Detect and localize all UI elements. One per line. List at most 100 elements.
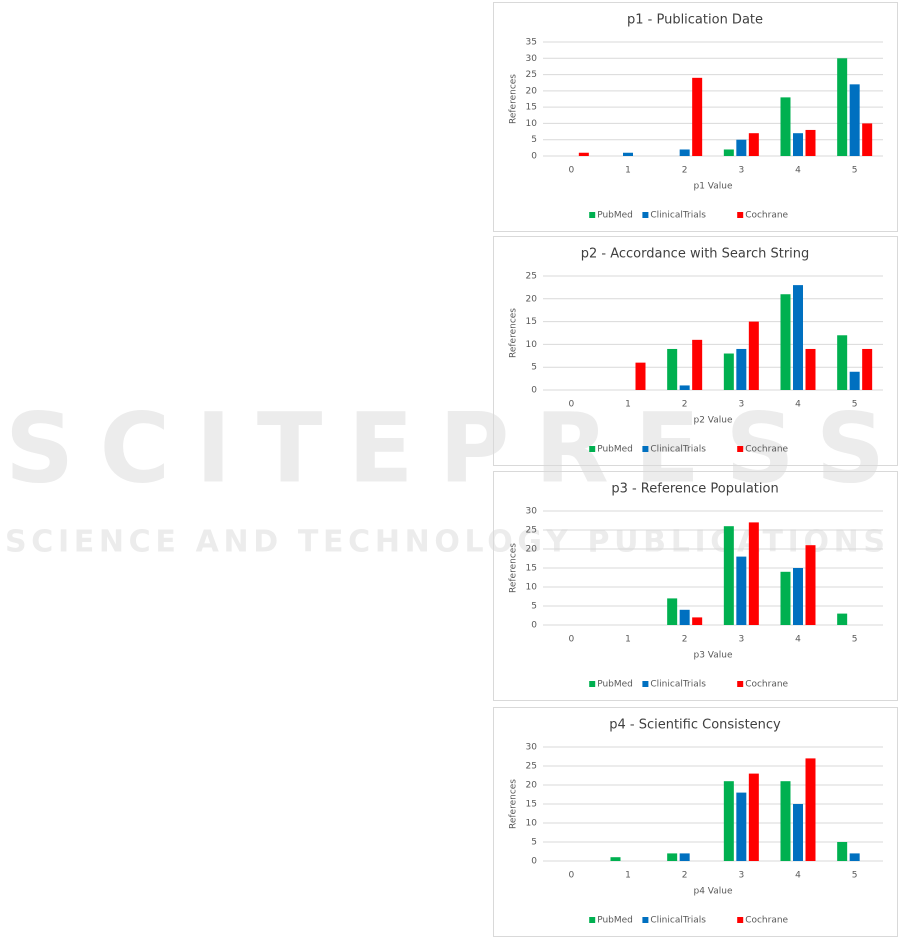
y-tick-label: 15 — [526, 103, 537, 113]
chart-title: p1 - Publication Date — [627, 13, 763, 28]
legend-label: PubMed — [597, 916, 633, 926]
x-tick-label: 0 — [568, 635, 574, 645]
legend-label: Cochrane — [745, 211, 788, 221]
x-tick-label: 5 — [852, 871, 858, 881]
bar — [635, 362, 646, 390]
x-tick-label: 2 — [682, 400, 688, 410]
y-tick-label: 0 — [531, 152, 537, 162]
y-axis-title: References — [509, 543, 519, 593]
bar — [780, 97, 791, 156]
bar — [667, 598, 678, 625]
x-tick-label: 2 — [682, 871, 688, 881]
legend-label: ClinicalTrials — [650, 916, 706, 926]
bar — [849, 853, 860, 861]
bar — [780, 571, 791, 625]
y-tick-label: 20 — [526, 86, 538, 96]
bar — [736, 139, 747, 156]
bar — [805, 545, 816, 625]
y-tick-label: 15 — [526, 564, 537, 574]
bar — [837, 613, 848, 625]
bar — [805, 758, 816, 861]
legend-label: ClinicalTrials — [650, 445, 706, 455]
y-tick-label: 0 — [531, 621, 537, 631]
legend-swatch — [737, 917, 744, 923]
y-tick-label: 25 — [526, 762, 537, 772]
bar — [748, 522, 759, 625]
y-tick-label: 5 — [531, 838, 537, 848]
bar — [849, 84, 860, 156]
y-tick-label: 5 — [531, 602, 537, 612]
y-axis-title: References — [509, 779, 519, 829]
bar — [780, 294, 791, 390]
y-tick-label: 20 — [526, 294, 538, 304]
legend-swatch — [642, 446, 649, 452]
x-tick-label: 0 — [568, 166, 574, 176]
chart-panel — [493, 236, 898, 466]
x-tick-label: 3 — [738, 166, 744, 176]
bar — [692, 339, 703, 390]
y-tick-label: 20 — [526, 545, 538, 555]
bar — [849, 371, 860, 390]
legend-swatch — [642, 212, 649, 218]
y-tick-label: 10 — [526, 583, 538, 593]
x-tick-label: 1 — [625, 635, 631, 645]
x-tick-label: 4 — [795, 400, 801, 410]
y-axis-title: References — [509, 308, 519, 358]
y-tick-label: 5 — [531, 363, 537, 373]
bar — [679, 609, 690, 625]
y-axis-title: References — [509, 74, 519, 124]
bar — [862, 123, 873, 156]
bar — [667, 853, 678, 861]
x-tick-label: 1 — [625, 871, 631, 881]
x-tick-label: 2 — [682, 166, 688, 176]
bar — [793, 285, 803, 390]
x-tick-label: 0 — [568, 871, 574, 881]
y-tick-label: 10 — [526, 819, 538, 829]
legend-swatch — [589, 681, 596, 687]
bar — [748, 321, 759, 390]
x-axis-title: p2 Value — [693, 416, 732, 426]
bar — [692, 617, 703, 625]
legend-label: ClinicalTrials — [650, 680, 706, 690]
y-tick-label: 25 — [526, 526, 537, 536]
y-tick-label: 10 — [526, 340, 538, 350]
legend-swatch — [737, 212, 744, 218]
legend-swatch — [589, 446, 596, 452]
legend-label: PubMed — [597, 211, 633, 221]
x-tick-label: 5 — [852, 635, 858, 645]
y-tick-label: 20 — [526, 781, 538, 791]
bar — [723, 526, 734, 625]
y-tick-label: 0 — [531, 857, 537, 867]
bar — [578, 152, 589, 156]
y-tick-label: 30 — [526, 743, 538, 753]
x-tick-label: 3 — [738, 400, 744, 410]
bar — [723, 781, 734, 861]
legend-label: Cochrane — [745, 680, 788, 690]
bar — [793, 133, 803, 156]
y-tick-label: 10 — [526, 119, 538, 129]
chart-panel — [493, 707, 898, 937]
bar — [736, 348, 747, 390]
bar — [723, 149, 734, 156]
legend-swatch — [737, 446, 744, 452]
chart-title: p4 - Scientific Consistency — [609, 718, 781, 733]
bar — [623, 152, 633, 156]
bar — [805, 348, 816, 390]
legend-label: PubMed — [597, 445, 633, 455]
x-tick-label: 3 — [738, 871, 744, 881]
legend-label: PubMed — [597, 680, 633, 690]
bar — [748, 133, 759, 156]
x-tick-label: 4 — [795, 166, 801, 176]
y-tick-label: 35 — [526, 38, 537, 48]
x-tick-label: 4 — [795, 871, 801, 881]
bar — [837, 842, 848, 861]
bar — [805, 129, 816, 156]
bar — [692, 77, 703, 156]
bar — [679, 385, 690, 390]
x-tick-label: 0 — [568, 400, 574, 410]
y-tick-label: 30 — [526, 54, 538, 64]
bar — [837, 335, 848, 390]
legend-label: Cochrane — [745, 445, 788, 455]
y-tick-label: 15 — [526, 317, 537, 327]
x-tick-label: 2 — [682, 635, 688, 645]
